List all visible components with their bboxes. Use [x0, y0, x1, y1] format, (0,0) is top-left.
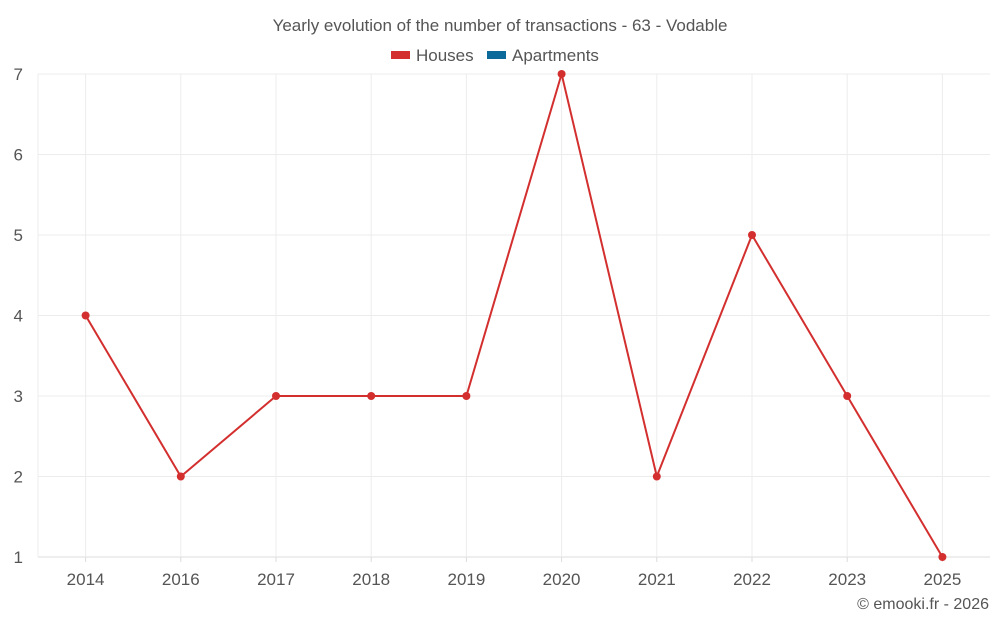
legend-label-apartments[interactable]: Apartments — [512, 46, 599, 65]
data-point[interactable] — [652, 472, 661, 481]
x-tick-label: 2014 — [67, 570, 105, 589]
data-point[interactable] — [176, 472, 185, 481]
legend-label-houses[interactable]: Houses — [416, 46, 474, 65]
y-tick-label: 2 — [14, 468, 23, 487]
chart-title: Yearly evolution of the number of transa… — [273, 16, 728, 35]
data-point[interactable] — [272, 392, 280, 400]
x-tick-label: 2022 — [733, 570, 771, 589]
x-tick-label: 2018 — [352, 570, 390, 589]
y-tick-label: 3 — [14, 387, 23, 406]
x-tick-label: 2021 — [638, 570, 676, 589]
gridlines — [37, 73, 990, 558]
series-houses — [81, 70, 947, 561]
x-tick-label: 2016 — [162, 570, 200, 589]
data-point[interactable] — [843, 392, 852, 400]
legend-swatch-apartments — [487, 51, 506, 59]
data-point[interactable] — [557, 70, 566, 78]
y-tick-label: 6 — [14, 146, 23, 165]
x-tick-label: 2019 — [447, 570, 485, 589]
legend: Houses Apartments — [391, 46, 599, 65]
legend-swatch-houses — [391, 51, 410, 59]
x-tick-label: 2025 — [923, 570, 961, 589]
y-tick-label: 4 — [14, 307, 23, 326]
y-axis: 1 2 3 4 5 6 7 — [14, 65, 23, 567]
y-tick-label: 7 — [14, 65, 23, 84]
credit-text: © emooki.fr - 2026 — [857, 596, 989, 613]
data-point[interactable] — [938, 553, 947, 561]
x-tick-label: 2020 — [543, 570, 581, 589]
series-line-houses — [84, 73, 944, 558]
x-axis: 2014 2016 2017 2018 2019 2020 2021 2022 2023 2025 — [67, 557, 961, 589]
x-tick-label: 2023 — [828, 570, 866, 589]
data-point[interactable] — [367, 392, 376, 400]
x-tick-label: 2017 — [257, 570, 295, 589]
data-point[interactable] — [81, 311, 90, 320]
data-point[interactable] — [462, 392, 471, 400]
y-tick-label: 5 — [14, 226, 23, 245]
data-point[interactable] — [748, 231, 756, 239]
y-tick-label: 1 — [14, 548, 23, 567]
